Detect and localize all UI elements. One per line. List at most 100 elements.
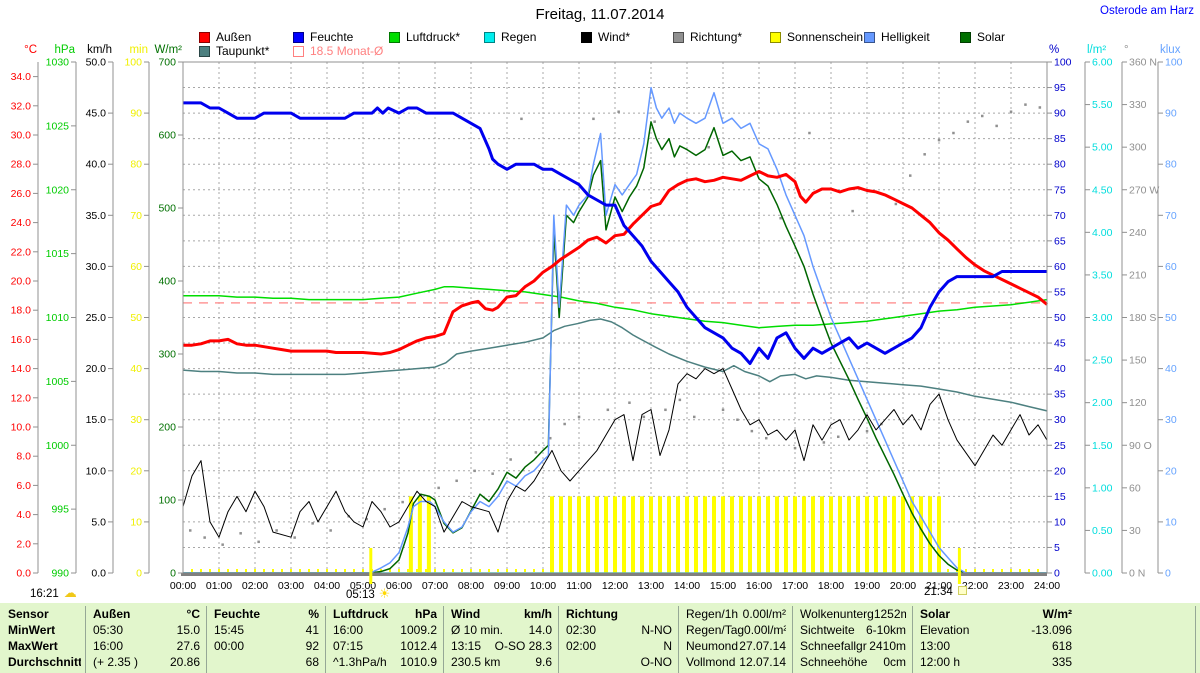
legend-label-richtung: Richtung*	[690, 30, 743, 44]
left-axis-solar: W/m² 0 100 200 300 400 500 600 700	[155, 44, 184, 580]
stats-cell-label: Wind	[451, 607, 481, 621]
stats-cell-label: Sichtweite	[800, 623, 855, 637]
stats-cell-value: km/h	[523, 607, 552, 621]
svg-text:22.0: 22.0	[11, 246, 32, 258]
svg-text:95: 95	[1054, 82, 1066, 94]
svg-text:85: 85	[1054, 133, 1066, 145]
svg-text:30.0: 30.0	[86, 261, 107, 273]
stats-col-aussen: Außen °C 05:30 15.0 16:00 27.6 (+ 2.35 ) 20.86	[85, 606, 206, 673]
stats-row-label: Sensor	[8, 607, 49, 621]
stats-cell-label: Solar	[920, 607, 951, 621]
svg-text:35.0: 35.0	[86, 210, 107, 222]
svg-text:0: 0	[170, 568, 176, 580]
svg-text:hPa: hPa	[55, 44, 76, 56]
svg-text:15.0: 15.0	[86, 414, 107, 426]
svg-text:1.00: 1.00	[1092, 482, 1113, 494]
svg-text:8.0: 8.0	[16, 451, 31, 463]
svg-text:180 S: 180 S	[1129, 312, 1156, 324]
legend-item-taupunkt: Taupunkt*	[199, 44, 269, 58]
svg-text:360 N: 360 N	[1129, 57, 1157, 69]
svg-text:21:00: 21:00	[926, 580, 952, 592]
svg-text:3.00: 3.00	[1092, 312, 1113, 324]
svg-text:50.0: 50.0	[86, 57, 107, 69]
svg-text:150: 150	[1129, 355, 1147, 367]
svg-text:00:00: 00:00	[170, 580, 196, 592]
stats-cell-label: 13:15	[451, 639, 482, 653]
stats-cell-value: 20.86	[169, 655, 200, 669]
svg-text:100: 100	[124, 57, 142, 69]
svg-text:06:00: 06:00	[386, 580, 412, 592]
svg-text:0 N: 0 N	[1129, 568, 1145, 580]
legend-label-sonnenschein: Sonnenschein	[787, 30, 864, 44]
svg-text:km/h: km/h	[87, 44, 112, 56]
stats-cell-label: Richtung	[566, 607, 618, 621]
svg-text:120: 120	[1129, 397, 1147, 409]
page-title: Freitag, 11.07.2014	[535, 6, 665, 23]
svg-text:30: 30	[130, 414, 142, 426]
stats-cell-label: Wolkenunterg	[800, 607, 874, 621]
svg-text:40: 40	[1165, 363, 1177, 375]
svg-text:12.0: 12.0	[11, 392, 32, 404]
svg-text:1020: 1020	[46, 184, 70, 196]
stats-cell-label: 15:45	[214, 623, 245, 637]
stats-cell-label: 13:00	[920, 639, 951, 653]
svg-text:60: 60	[1054, 261, 1066, 273]
svg-text:0.50: 0.50	[1092, 525, 1113, 537]
svg-text:700: 700	[158, 57, 176, 69]
stats-cell-value: 68	[305, 655, 319, 669]
svg-text:30: 30	[1165, 414, 1177, 426]
svg-text:1.50: 1.50	[1092, 440, 1113, 452]
stats-cell-label: ^1.3hPa/h	[333, 655, 387, 669]
stats-cell-label: 230.5 km	[451, 655, 501, 669]
legend-label-taupunkt: Taupunkt*	[216, 44, 270, 58]
stats-cell-value: O-SO 28.3	[494, 639, 552, 653]
svg-text:270 W: 270 W	[1129, 184, 1159, 196]
svg-text:80: 80	[1054, 159, 1066, 171]
svg-text:65: 65	[1054, 235, 1066, 247]
legend-label-aussen: Außen	[216, 30, 252, 44]
svg-text:2.0: 2.0	[16, 538, 31, 550]
legend-item-aussen: Außen	[199, 30, 251, 44]
svg-text:25: 25	[1054, 440, 1066, 452]
svg-text:14:00: 14:00	[674, 580, 700, 592]
sun-markers	[369, 548, 961, 584]
svg-text:75: 75	[1054, 184, 1066, 196]
stats-col-feuchte: Feuchte% 15:45 41 00:00 92 68	[206, 606, 325, 673]
series-helligkeit	[183, 86, 1047, 574]
svg-text:5: 5	[1054, 542, 1060, 554]
stats-cell-label: Schneehöhe	[800, 655, 868, 669]
svg-text:240: 240	[1129, 227, 1147, 239]
svg-text:300: 300	[158, 349, 176, 361]
legend-swatch-solar	[960, 31, 971, 43]
legend-swatch-feuchte	[293, 31, 304, 43]
stats-cell-value: 27.6	[176, 639, 200, 653]
stats-cell-value: 92	[305, 639, 319, 653]
stats-cell-label: 02:30	[566, 623, 597, 637]
svg-text:0: 0	[1054, 568, 1060, 580]
svg-text:5.00: 5.00	[1092, 142, 1113, 154]
legend-swatch-luftdruck	[389, 31, 400, 43]
svg-text:0.00: 0.00	[1092, 568, 1113, 580]
svg-text:500: 500	[158, 203, 176, 215]
stats-cell-value: 0cm	[883, 655, 906, 669]
stats-cell-value: 12.07.14	[739, 655, 786, 669]
svg-text:26.0: 26.0	[11, 188, 32, 200]
svg-text:04:00: 04:00	[314, 580, 340, 592]
svg-text:600: 600	[158, 130, 176, 142]
svg-text:80: 80	[1165, 159, 1177, 171]
legend-label-solar: Solar	[977, 30, 1006, 44]
svg-text:min: min	[129, 44, 148, 56]
svg-text:45: 45	[1054, 338, 1066, 350]
stats-col-wolken: Wolkenunterg 1252m Sichtweite 6-10km Schneef…	[792, 606, 912, 673]
stats-cell-label: Regen/1h	[686, 607, 739, 621]
svg-text:60: 60	[1165, 261, 1177, 273]
stats-cell-label: Schneefallgr	[800, 639, 867, 653]
stats-row-label: MinWert	[8, 623, 56, 637]
svg-text:100: 100	[158, 495, 176, 507]
cloud-icon: ☁	[63, 585, 77, 600]
svg-text:50: 50	[1165, 312, 1177, 324]
stats-cell-label: Regen/Tag	[686, 623, 745, 637]
stats-cell-label: Ø 10 min.	[451, 623, 504, 637]
svg-text:18:00: 18:00	[818, 580, 844, 592]
